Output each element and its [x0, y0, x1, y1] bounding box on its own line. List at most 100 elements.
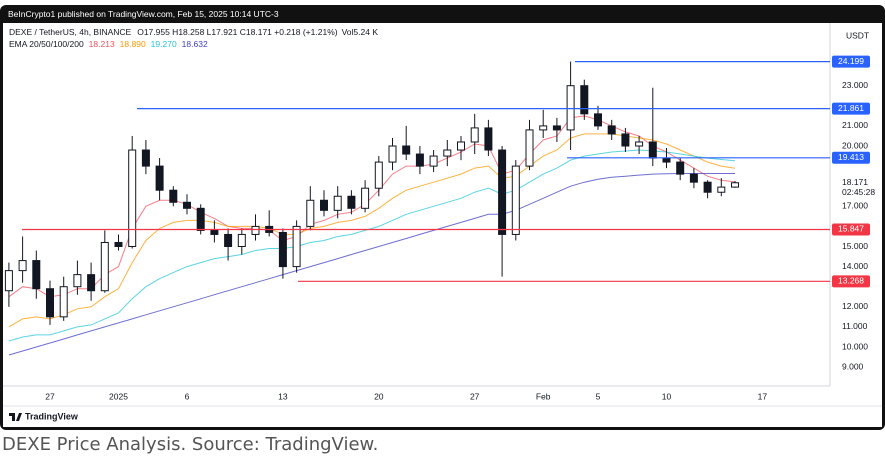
candle-body [580, 85, 589, 115]
candle-body [457, 141, 465, 151]
candle-body [676, 161, 685, 175]
y-tick-label: 21.000 [842, 120, 868, 130]
candle-body [347, 195, 356, 209]
candle-body [511, 165, 520, 235]
candle-body [374, 161, 383, 189]
candle-body [470, 127, 479, 143]
candle-body [4, 270, 13, 292]
y-tick-label: 11.000 [842, 321, 868, 331]
candle-body [402, 145, 411, 155]
x-tick-label: Feb [536, 391, 551, 401]
publisher: BeInCrypto1 published on TradingView.com… [8, 9, 279, 19]
caption: DEXE Price Analysis. Source: TradingView… [2, 434, 379, 455]
candle-body [278, 231, 287, 268]
candle-body [607, 125, 616, 135]
candle-body [114, 241, 123, 248]
level-label: 21.861 [838, 103, 864, 113]
candle-body [46, 288, 54, 318]
candle-body [333, 195, 342, 211]
candle-body [498, 149, 507, 235]
candle-body [128, 149, 137, 248]
chart: BeInCrypto1 published on TradingView.com… [0, 5, 885, 430]
ema-line [8, 173, 735, 356]
x-tick-label: 20 [374, 391, 384, 401]
level-label: 15.847 [838, 224, 864, 234]
countdown: 02:45:28 [842, 187, 875, 197]
ema-legend-value: 18.213 [89, 39, 115, 49]
candle-body [525, 129, 534, 167]
candle-body [251, 225, 260, 235]
x-tick-label: 13 [278, 391, 288, 401]
x-tick-label: 5 [596, 391, 601, 401]
level-label-bg [832, 151, 870, 164]
ema-legend-value: 18.890 [120, 39, 146, 49]
candle-body [566, 85, 575, 131]
level-label: 13.268 [838, 276, 864, 286]
level-label: 19.413 [838, 152, 864, 162]
candle-body [388, 145, 397, 163]
candle-body [320, 199, 328, 211]
ema-line [8, 149, 736, 342]
candle-body [703, 181, 712, 193]
last-price: 18.171 [842, 177, 868, 187]
candle-body [717, 186, 726, 193]
level-label-bg [832, 102, 870, 115]
x-tick-label: 27 [45, 391, 55, 401]
level-label-bg [832, 275, 870, 288]
candle-body [689, 173, 698, 183]
candle-body [18, 260, 27, 272]
symbol: DEXE / TetherUS, 4h, BINANCE O17.955 H18.… [9, 27, 378, 37]
candle-body [59, 286, 68, 318]
chart-panel [3, 23, 882, 427]
y-tick-label: 12.000 [842, 301, 868, 311]
candle-body [169, 189, 178, 203]
level-label: 24.199 [838, 56, 864, 66]
logo-mark [9, 413, 22, 421]
candle-body [87, 274, 96, 292]
candle-body [429, 155, 438, 167]
candle-body [210, 229, 219, 235]
y-tick-label: 17.000 [842, 201, 868, 211]
x-tick-label: 10 [662, 391, 672, 401]
ema-legend-value: 18.632 [182, 39, 208, 49]
symbol-text: DEXE / TetherUS, 4h, BINANCE [9, 27, 132, 37]
candle-body [648, 141, 657, 159]
level-label-bg [832, 223, 870, 236]
candle-body [621, 133, 630, 147]
y-tick-label: 9.000 [842, 361, 864, 371]
x-tick-label: 2025 [109, 391, 128, 401]
plot [4, 61, 739, 356]
volume: Vol5.24 K [342, 27, 379, 37]
candle-body [183, 201, 191, 209]
candle-body [196, 207, 205, 231]
candle-body [237, 233, 246, 248]
x-tick-label: 17 [758, 391, 768, 401]
ema-label: EMA 20/50/100/200 [9, 39, 84, 49]
candle-body [292, 225, 301, 268]
candle-body [306, 199, 315, 227]
candle-body [100, 241, 109, 292]
candle-body [484, 127, 493, 151]
y-tick-label: 20.000 [842, 140, 868, 150]
currency: USDT [846, 30, 869, 40]
x-tick-label: 6 [185, 391, 190, 401]
candle-body [73, 274, 82, 288]
candle-body [32, 260, 41, 290]
candle-body [594, 113, 602, 127]
y-tick-label: 15.000 [842, 241, 868, 251]
y-tick-label: 10.000 [842, 341, 868, 351]
brand: TradingView [25, 411, 79, 421]
candle-body [155, 165, 164, 191]
ema-legend-value: 19.270 [151, 39, 177, 49]
y-tick-label: 14.000 [842, 261, 868, 271]
candle-body [731, 182, 739, 188]
candle-body [662, 157, 671, 163]
ema-legend: EMA 20/50/100/200 18.213 18.890 19.270 18.63… [9, 39, 208, 49]
candle-body [361, 187, 370, 209]
brand-logo: TradingView [9, 411, 79, 421]
candle-body [443, 149, 452, 157]
y-tick-label: 23.000 [842, 80, 868, 90]
x-tick-label: 27 [470, 391, 480, 401]
ohlc: O17.955 H18.258 L17.921 C18.171 +0.218 (… [137, 27, 338, 37]
